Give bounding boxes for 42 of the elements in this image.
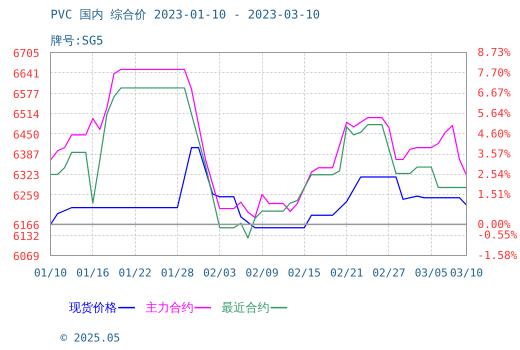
x-tick-label: 03/05 <box>414 266 448 280</box>
y-tick-label: 6259 <box>13 189 40 202</box>
y-tick-label: 6450 <box>13 128 40 142</box>
x-tick-label: 01/22 <box>118 266 152 280</box>
y-tick-label: 6132 <box>13 230 40 243</box>
y2-tick-label: 8.73% <box>478 46 511 59</box>
y2-tick-label: 0.00% <box>478 218 511 231</box>
legend-label: 最近合约 <box>221 300 270 315</box>
x-tick-label: 02/09 <box>245 266 279 280</box>
x-tick-label: 02/27 <box>372 266 406 280</box>
x-tick-label: 02/21 <box>330 266 364 280</box>
y-tick-label: 6069 <box>13 250 40 263</box>
y2-tick-label: 1.51% <box>478 188 511 202</box>
y2-tick-label: -0.55% <box>478 228 518 242</box>
y2-tick-label: 3.57% <box>478 148 511 161</box>
y2-tick-label: 5.64% <box>478 106 511 120</box>
y2-tick-label: 2.54% <box>478 168 511 181</box>
y2-tick-label: -1.58% <box>478 249 518 262</box>
x-tick-label: 01/28 <box>160 266 194 280</box>
y-tick-label: 6514 <box>13 108 40 121</box>
y-tick-label: 6705 <box>13 47 40 60</box>
y-tick-label: 6166 <box>13 219 40 232</box>
line-series <box>50 87 466 239</box>
line-series <box>50 147 466 228</box>
legend-label: 主力合约 <box>145 300 194 315</box>
y-tick-label: 6387 <box>13 148 40 162</box>
x-tick-label: 01/16 <box>76 266 110 280</box>
text: © 2025.05 <box>60 332 120 344</box>
y2-tick-label: 4.60% <box>478 127 511 140</box>
chart-title: PVC 国内 综合价 2023-01-10 - 2023-03-10 <box>50 8 320 22</box>
line-series <box>50 68 466 218</box>
x-tick-label: 03/10 <box>450 266 484 280</box>
y-tick-label: 6577 <box>13 88 40 101</box>
x-tick-label: 02/15 <box>288 266 321 280</box>
x-tick-label: 01/10 <box>34 266 68 280</box>
y2-tick-label: 7.70% <box>478 66 511 80</box>
y-tick-label: 6323 <box>13 168 40 182</box>
legend-label: 现货价格 <box>69 300 118 315</box>
chart-subtitle: 牌号:SG5 <box>50 34 104 48</box>
y2-tick-label: 6.67% <box>478 86 511 100</box>
x-tick-label: 02/03 <box>203 266 236 280</box>
y-tick-label: 6641 <box>13 67 40 80</box>
